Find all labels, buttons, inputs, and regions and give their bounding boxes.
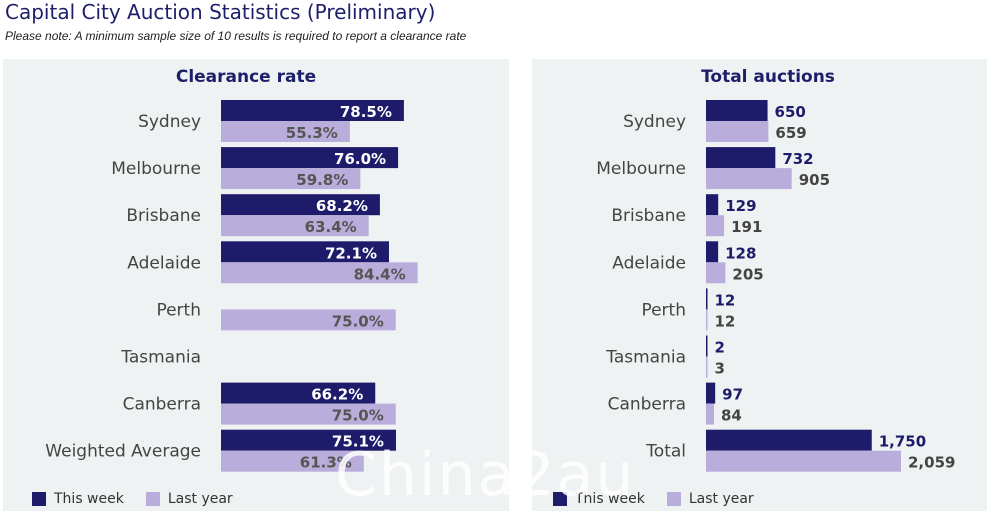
auctions-bar-last-year bbox=[706, 356, 708, 378]
auctions-bar-last-year bbox=[706, 262, 726, 284]
clearance-category-label: Melbourne bbox=[111, 159, 201, 179]
total-auctions-title: Total auctions bbox=[701, 67, 835, 87]
auctions-bar-this-week bbox=[706, 241, 719, 263]
legend-last-year-label: Last year bbox=[688, 491, 754, 507]
last-year-swatch bbox=[666, 492, 681, 506]
auctions-data-label: 129 bbox=[725, 197, 756, 215]
clearance-bar-last-year bbox=[221, 403, 396, 425]
legend-this-week-label: This week bbox=[54, 491, 124, 507]
clearance-category-label: Sydney bbox=[138, 112, 201, 132]
clearance-bar-this-week bbox=[221, 194, 380, 216]
auctions-data-label: 3 bbox=[715, 360, 725, 378]
auctions-bar-this-week bbox=[706, 335, 708, 357]
auctions-data-label: 128 bbox=[725, 244, 756, 262]
legend-last-year-label: Last year bbox=[167, 491, 233, 507]
clearance-data-label: 76.0% bbox=[334, 150, 386, 168]
auctions-bar-this-week bbox=[706, 147, 776, 169]
auctions-category-label: Tasmania bbox=[605, 348, 686, 368]
clearance-data-label: 63.4% bbox=[305, 218, 357, 236]
clearance-bar-this-week bbox=[221, 241, 389, 263]
auctions-data-label: 84 bbox=[721, 407, 742, 425]
auctions-data-label: 732 bbox=[782, 150, 813, 168]
auctions-data-label: 12 bbox=[715, 291, 736, 309]
auctions-category-label: Total bbox=[645, 442, 686, 462]
clearance-category-label: Canberra bbox=[123, 395, 201, 415]
auctions-bar-last-year bbox=[706, 450, 901, 472]
auctions-bar-this-week bbox=[706, 288, 708, 310]
auctions-data-label: 191 bbox=[731, 218, 762, 236]
clearance-bar-this-week bbox=[221, 100, 404, 121]
last-year-swatch bbox=[145, 492, 160, 506]
clearance-category-label: Weighted Average bbox=[45, 442, 201, 462]
clearance-bar-last-year bbox=[221, 450, 364, 472]
auctions-category-label: Canberra bbox=[608, 395, 686, 415]
auctions-bar-last-year bbox=[706, 309, 708, 331]
clearance-data-label: 75.0% bbox=[332, 407, 384, 425]
auctions-bar-last-year bbox=[706, 403, 714, 425]
clearance-bar-this-week bbox=[221, 147, 399, 169]
auctions-data-label: 2 bbox=[715, 339, 725, 357]
auctions-data-label: 205 bbox=[732, 265, 763, 283]
clearance-bar-last-year bbox=[221, 121, 350, 142]
auctions-category-label: Brisbane bbox=[611, 206, 686, 226]
clearance-category-label: Adelaide bbox=[127, 253, 201, 273]
auctions-bar-this-week bbox=[706, 382, 716, 404]
page-title: Capital City Auction Statistics (Prelimi… bbox=[5, 0, 436, 24]
clearance-category-label: Tasmania bbox=[120, 348, 201, 368]
auctions-category-label: Sydney bbox=[623, 112, 686, 132]
clearance-data-label: 78.5% bbox=[340, 103, 392, 121]
clearance-data-label: 55.3% bbox=[286, 124, 338, 142]
auctions-bar-last-year bbox=[706, 215, 725, 237]
clearance-category-label: Perth bbox=[156, 300, 201, 320]
clearance-data-label: 72.1% bbox=[325, 244, 377, 262]
auctions-data-label: 659 bbox=[775, 124, 806, 142]
clearance-bar-this-week bbox=[221, 382, 376, 404]
auctions-data-label: 97 bbox=[722, 386, 743, 404]
auctions-bar-last-year bbox=[706, 168, 792, 190]
auctions-data-label: 2,059 bbox=[908, 454, 955, 472]
auctions-bar-this-week bbox=[706, 194, 719, 216]
watermark: Chinа2au bbox=[335, 440, 636, 510]
auctions-data-label: 1,750 bbox=[879, 433, 926, 451]
clearance-bar-last-year bbox=[221, 262, 418, 284]
clearance-data-label: 75.0% bbox=[332, 312, 384, 330]
clearance-bar-last-year bbox=[221, 309, 396, 331]
auctions-data-label: 905 bbox=[799, 171, 830, 189]
clearance-rate-title: Clearance rate bbox=[175, 67, 317, 87]
clearance-data-label: 75.1% bbox=[332, 433, 384, 451]
clearance-data-label: 59.8% bbox=[296, 171, 348, 189]
auctions-bar-last-year bbox=[706, 121, 769, 142]
auctions-category-label: Perth bbox=[641, 300, 686, 320]
clearance-bar-last-year bbox=[221, 168, 361, 190]
total-auctions-legend: This week Last year bbox=[553, 491, 768, 507]
auctions-category-label: Melbourne bbox=[596, 159, 686, 179]
clearance-data-label: 84.4% bbox=[354, 265, 406, 283]
auctions-category-label: Adelaide bbox=[612, 253, 686, 273]
clearance-data-label: 66.2% bbox=[311, 386, 363, 404]
sample-size-note: Please note: A minimum sample size of 10… bbox=[5, 29, 467, 43]
legend-this-week-label: This week bbox=[575, 491, 645, 507]
auctions-data-label: 12 bbox=[715, 312, 736, 330]
auctions-data-label: 650 bbox=[775, 103, 806, 121]
clearance-bar-this-week bbox=[221, 429, 396, 451]
auctions-bar-this-week bbox=[706, 100, 768, 121]
this-week-swatch bbox=[553, 492, 567, 506]
clearance-category-label: Brisbane bbox=[126, 206, 201, 226]
clearance-rate-legend: This week Last year bbox=[32, 491, 247, 507]
auctions-bar-this-week bbox=[706, 429, 872, 451]
clearance-data-label: 68.2% bbox=[316, 197, 368, 215]
clearance-data-label: 61.3% bbox=[300, 454, 352, 472]
this-week-swatch bbox=[32, 492, 46, 506]
clearance-bar-last-year bbox=[221, 215, 369, 237]
